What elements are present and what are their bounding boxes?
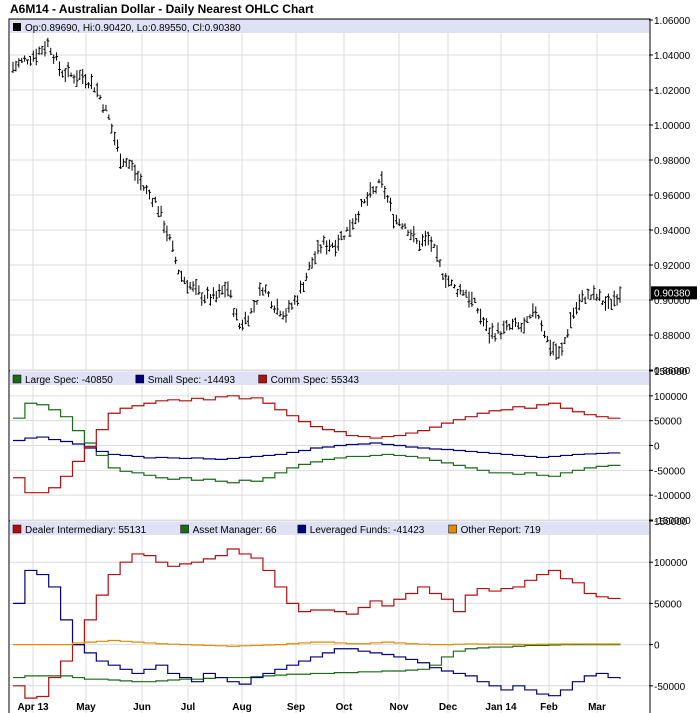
cot2-tick-label: 0	[654, 641, 660, 652]
cot2-tick-label: -50000	[654, 682, 686, 693]
cot2-legend: Dealer Intermediary: 55131 Asset Manager:…	[12, 524, 541, 536]
legend-swatch	[297, 524, 307, 534]
cot1-header-band	[10, 372, 649, 385]
price-tick-label: 1.00000	[654, 121, 691, 132]
legend-label: Comm Spec: 55343	[271, 375, 360, 386]
legend-label: Asset Manager: 66	[193, 525, 277, 536]
price-header-band	[10, 20, 649, 33]
cot2-series-line	[13, 569, 621, 697]
x-tick-label: Mar	[588, 702, 606, 713]
cot2-series-line	[13, 644, 621, 683]
x-tick-label: Aug	[232, 702, 251, 713]
legend-swatch	[448, 524, 457, 534]
legend-swatch	[258, 374, 267, 384]
cot1-tick-label: 150000	[654, 367, 688, 378]
cot2-tick-label: 50000	[654, 599, 682, 610]
price-tick-label: 0.88000	[654, 331, 691, 342]
x-tick-label: Nov	[390, 702, 409, 713]
legend-label: Leveraged Funds: -41423	[310, 525, 425, 536]
price-tick-label: 1.02000	[654, 86, 691, 97]
cot-panel-2	[8, 520, 651, 713]
price-tick-label: 0.90000	[654, 296, 691, 307]
x-tick-label: Sep	[287, 702, 305, 713]
legend-label: Other Report: 719	[461, 525, 541, 536]
price-tick-label: 1.04000	[654, 51, 691, 62]
cot2-tick-label: 150000	[654, 517, 688, 528]
legend-swatch	[180, 524, 189, 534]
cot2-header-band	[10, 522, 649, 535]
price-tick-label: 0.92000	[654, 261, 691, 272]
cot2-tick-label: 100000	[654, 558, 688, 569]
price-tick-label: 0.86000	[654, 366, 691, 377]
cot1-series-line	[13, 395, 621, 494]
legend-label: Dealer Intermediary: 55131	[25, 525, 147, 536]
cot1-legend: Large Spec: -40850 Small Spec: -14493 Comm…	[12, 374, 360, 386]
legend-label: Large Spec: -40850	[25, 375, 113, 386]
x-tick-label: Oct	[336, 702, 353, 713]
x-tick-label: Jan 14	[485, 702, 517, 713]
cot2-series-line	[13, 639, 621, 647]
price-tick-label: 0.98000	[654, 156, 691, 167]
cot1-tick-label: 0	[654, 442, 660, 453]
legend-swatch	[12, 374, 22, 384]
price-tick-label: 0.94000	[654, 226, 691, 237]
last-price-badge	[651, 286, 697, 300]
cot1-tick-label: -50000	[654, 466, 686, 477]
cot1-tick-label: -150000	[654, 516, 691, 527]
cot1-tick-label: -100000	[654, 491, 691, 502]
x-tick-label: May	[76, 702, 96, 713]
gridlines	[10, 19, 649, 713]
price-tick-label: 0.96000	[654, 191, 691, 202]
cot1-series-line	[13, 436, 621, 461]
ohlc-readout: Op:0.89690, Hi:0.90420, Lo:0.89550, Cl:0…	[25, 23, 241, 34]
price-tick-label: 1.06000	[654, 16, 691, 27]
chart-title: A6M14 - Australian Dollar - Daily Neares…	[10, 2, 314, 16]
cot1-tick-label: 100000	[654, 392, 688, 403]
x-tick-label: Feb	[540, 702, 558, 713]
legend-swatch	[135, 374, 145, 384]
legend-swatch	[12, 524, 22, 534]
x-tick-label: Jul	[181, 702, 196, 713]
cot2-series-line	[13, 548, 621, 699]
x-tick-label: Dec	[439, 702, 458, 713]
last-price-label: 0.90380	[654, 288, 691, 299]
plot-series	[11, 37, 622, 699]
x-tick-label: Apr 13	[17, 702, 49, 713]
price-header-marker	[13, 23, 21, 31]
cot1-tick-label: 50000	[654, 417, 682, 428]
axis-ticks: 1.06000 1.04000 1.02000 1.00000 0.98000 0.960…	[17, 16, 697, 713]
legend-label: Small Spec: -14493	[148, 375, 236, 386]
x-tick-label: Jun	[133, 702, 151, 713]
cot1-series-line	[13, 402, 621, 484]
